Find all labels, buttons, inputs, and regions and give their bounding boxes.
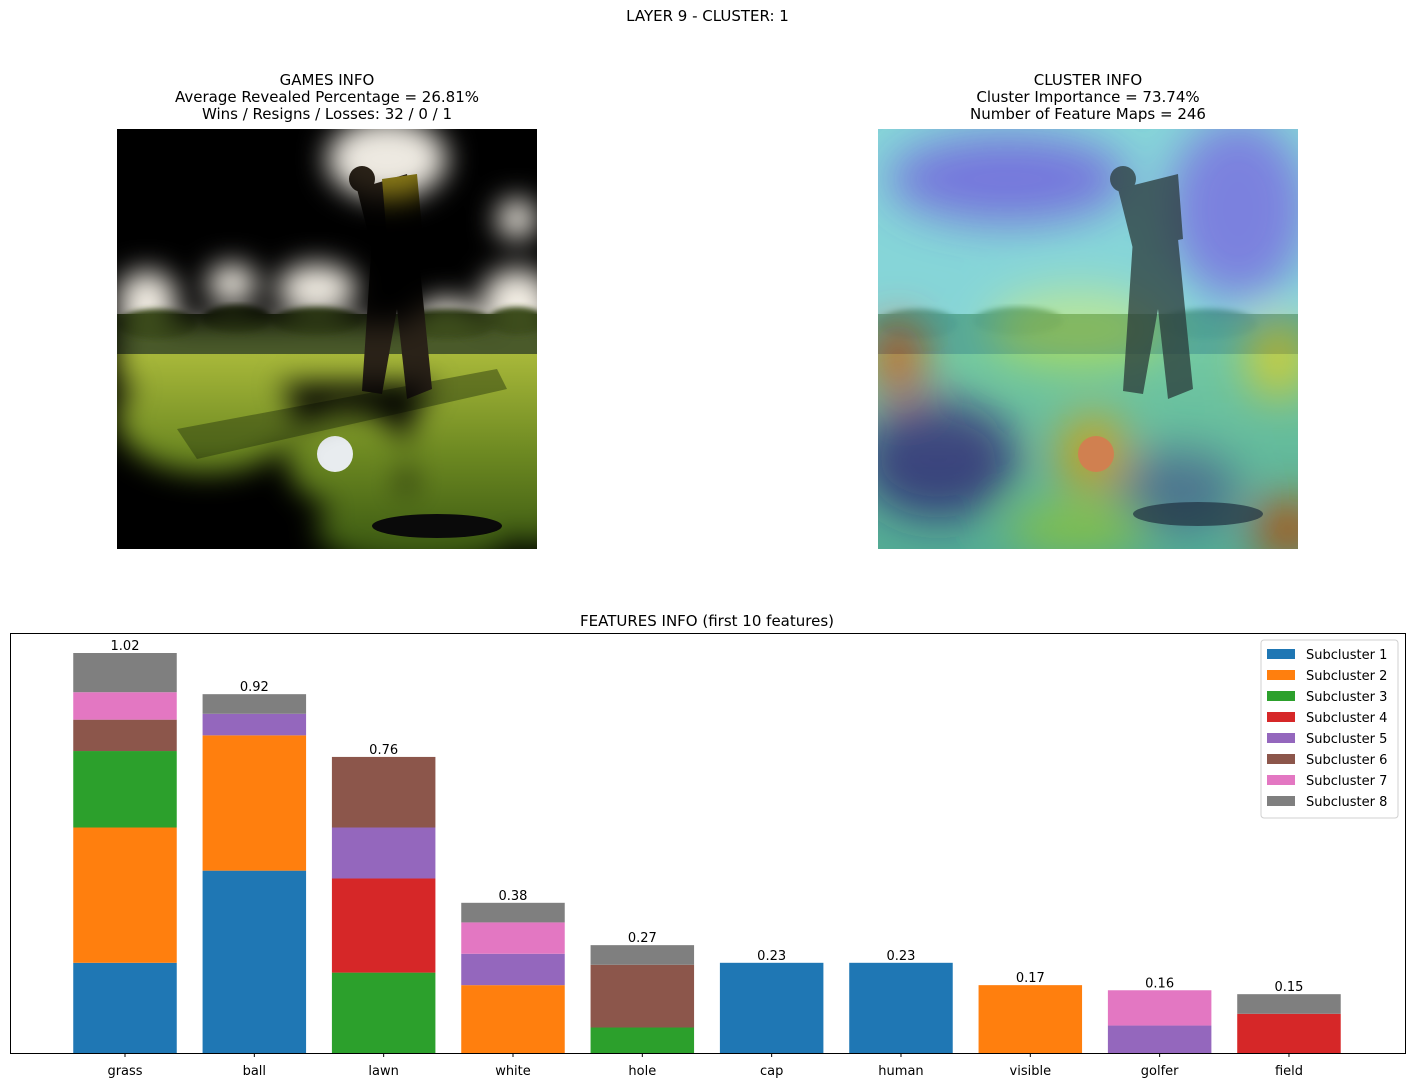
x-tick-label: golfer [1141,1064,1179,1079]
bar-ball-subcluster-8 [202,694,307,714]
games-info-title: GAMES INFO [279,71,375,89]
bar-total-label: 1.02 [111,639,140,654]
x-tick-label: human [878,1064,923,1079]
games-info-title-block: GAMES INFO Average Revealed Percentage =… [117,72,537,123]
games-info-results: Wins / Resigns / Losses: 32 / 0 / 1 [201,105,453,123]
x-tick-label: hole [628,1064,656,1079]
bar-lawn-subcluster-6 [331,756,436,828]
bar-golfer-subcluster-7 [1107,990,1212,1026]
x-tick-label: field [1275,1064,1303,1079]
bar-grass-subcluster-2 [73,827,177,963]
chart-title: FEATURES INFO (first 10 features) [580,612,834,630]
legend-label: Subcluster 6 [1306,753,1387,768]
bar-hole-subcluster-3 [590,1027,695,1053]
x-tick-label: visible [1010,1064,1052,1079]
bar-total-label: 0.23 [887,949,916,964]
x-tick-label: white [495,1064,531,1079]
bar-total-label: 0.23 [757,949,786,964]
bar-ball-subcluster-5 [202,713,307,736]
bar-golfer-subcluster-5 [1107,1025,1212,1053]
masked-golf-image [117,129,537,549]
bar-lawn-subcluster-3 [331,972,436,1053]
legend-label: Subcluster 1 [1306,648,1387,663]
legend-swatch [1267,649,1295,659]
bar-cap-subcluster-1 [719,962,824,1053]
cluster-info-importance: Cluster Importance = 73.74% [976,88,1200,106]
bar-white-subcluster-2 [461,985,565,1053]
x-tick-label: lawn [368,1064,398,1079]
legend-label: Subcluster 3 [1306,690,1387,705]
bar-lawn-subcluster-5 [331,827,436,879]
bar-ball-subcluster-1 [202,870,307,1053]
legend-label: Subcluster 5 [1306,732,1387,747]
legend-swatch [1267,775,1295,785]
bar-ball-subcluster-2 [202,735,307,871]
legend-label: Subcluster 4 [1306,711,1387,726]
bar-white-subcluster-7 [461,922,565,954]
bar-grass-subcluster-3 [73,751,177,828]
bar-total-label: 0.92 [240,680,269,695]
legend-box [1260,639,1399,819]
figure-title: LAYER 9 - CLUSTER: 1 [626,7,789,25]
bar-total-label: 0.76 [369,743,398,758]
x-tick-label: cap [760,1064,783,1079]
bar-total-label: 0.17 [1016,971,1045,986]
cluster-info-title-block: CLUSTER INFO Cluster Importance = 73.74%… [878,72,1298,123]
legend-swatch [1267,733,1295,743]
bar-total-label: 0.27 [628,931,657,946]
legend-swatch [1267,670,1295,680]
bar-grass-subcluster-6 [73,719,177,752]
legend-swatch [1267,754,1295,764]
bar-grass-subcluster-8 [73,653,177,693]
plot-frame [10,633,1406,1054]
legend-swatch [1267,712,1295,722]
bar-hole-subcluster-6 [590,964,695,1028]
legend-label: Subcluster 2 [1306,669,1387,684]
legend-label: Subcluster 7 [1306,774,1387,789]
legend-swatch [1267,796,1295,806]
bar-total-label: 0.15 [1274,980,1303,995]
bar-grass-subcluster-7 [73,692,177,720]
bar-total-label: 0.38 [499,889,528,904]
bar-total-label: 0.16 [1145,976,1174,991]
bar-field-subcluster-4 [1237,1013,1341,1053]
cluster-info-title: CLUSTER INFO [1033,71,1143,89]
cluster-heatmap-image [878,129,1298,549]
bar-white-subcluster-8 [461,902,565,923]
bar-visible-subcluster-2 [978,985,1083,1053]
bar-grass-subcluster-1 [73,962,177,1053]
bar-white-subcluster-5 [461,953,565,986]
legend-label: Subcluster 8 [1306,795,1387,810]
legend-swatch [1267,691,1295,701]
bar-field-subcluster-8 [1237,994,1341,1014]
x-tick-label: grass [107,1064,142,1079]
bar-lawn-subcluster-4 [331,878,436,973]
cluster-info-feature-maps: Number of Feature Maps = 246 [970,105,1206,123]
bar-hole-subcluster-8 [590,945,695,965]
x-tick-label: ball [243,1064,266,1079]
bar-human-subcluster-1 [849,962,953,1053]
games-info-revealed: Average Revealed Percentage = 26.81% [174,88,479,106]
legend: Subcluster 1 Subcluster 2 Subcluster 3 Subc… [1260,639,1399,819]
